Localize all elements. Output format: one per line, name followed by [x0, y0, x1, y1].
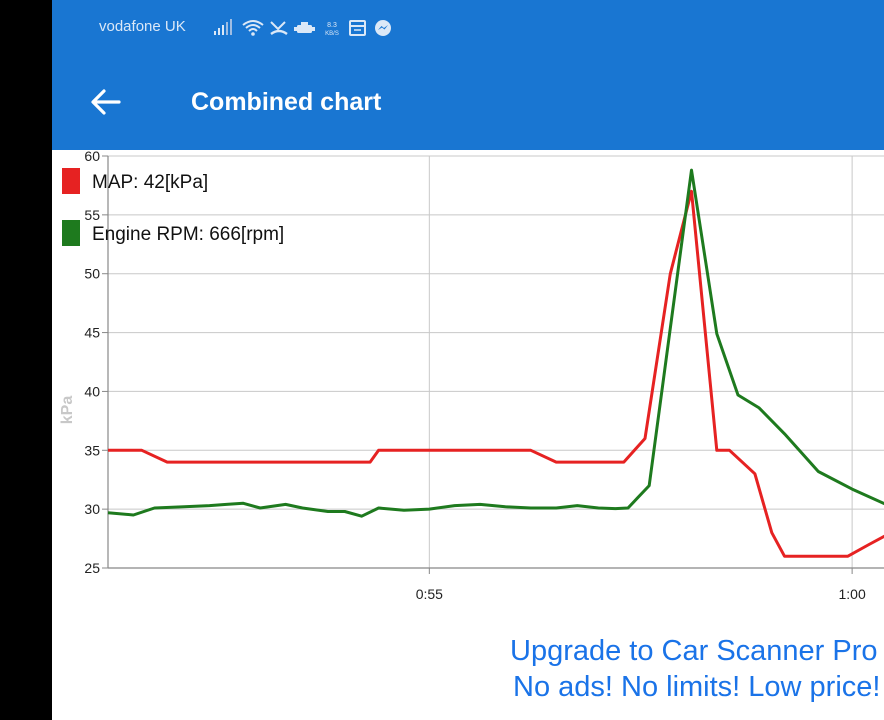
messenger-icon	[373, 19, 393, 37]
y-tick-label: 30	[84, 501, 100, 517]
promo-line-1: Upgrade to Car Scanner Pro	[510, 635, 878, 667]
y-tick-label: 25	[84, 560, 100, 576]
svg-text:KB/S: KB/S	[325, 31, 339, 37]
legend-swatch	[62, 220, 80, 246]
legend-label: Engine RPM: 666[rpm]	[92, 224, 284, 245]
arrow-left-icon	[91, 89, 121, 115]
y-tick-label: 35	[84, 442, 100, 458]
calendar-icon	[349, 19, 367, 37]
series-line-map	[108, 189, 884, 558]
back-button[interactable]	[88, 84, 124, 120]
y-tick-label: 45	[84, 325, 100, 341]
wifi-icon	[242, 19, 264, 37]
missed-call-icon	[269, 19, 289, 37]
screen-title: Combined chart	[191, 88, 382, 116]
combined-line-chart: 25 30 35 40 45 50 55 60 0:55 1:00 kPa MAP: 42[kPa] E…	[59, 150, 884, 602]
y-axis-label: kPa	[59, 396, 76, 425]
y-tick-label: 60	[84, 150, 100, 164]
legend-swatch	[62, 168, 80, 194]
network-speed-icon: 8.3 KB/S	[319, 19, 345, 37]
promo-line-2: No ads! No limits! Low price!	[513, 671, 881, 703]
app-bar: vodafone UK 8.3 KB/S	[52, 0, 884, 150]
y-tick-label: 40	[84, 383, 100, 399]
status-bar: vodafone UK 8.3 KB/S	[52, 0, 884, 56]
signal-icon	[212, 19, 234, 37]
legend-label: MAP: 42[kPa]	[92, 172, 208, 193]
obd-adapter-icon	[294, 19, 316, 37]
series-line-engine-rpm	[107, 168, 884, 518]
svg-text:8.3: 8.3	[327, 22, 337, 29]
app-screen: vodafone UK 8.3 KB/S	[52, 0, 884, 720]
y-tick-label: 50	[84, 266, 100, 282]
y-tick-label: 55	[84, 207, 100, 223]
x-tick-label: 0:55	[416, 586, 443, 602]
upgrade-promo-banner[interactable]: Upgrade to Car Scanner Pro No ads! No li…	[510, 633, 880, 705]
carrier-name: vodafone UK	[99, 18, 186, 35]
x-tick-label: 1:00	[838, 586, 865, 602]
